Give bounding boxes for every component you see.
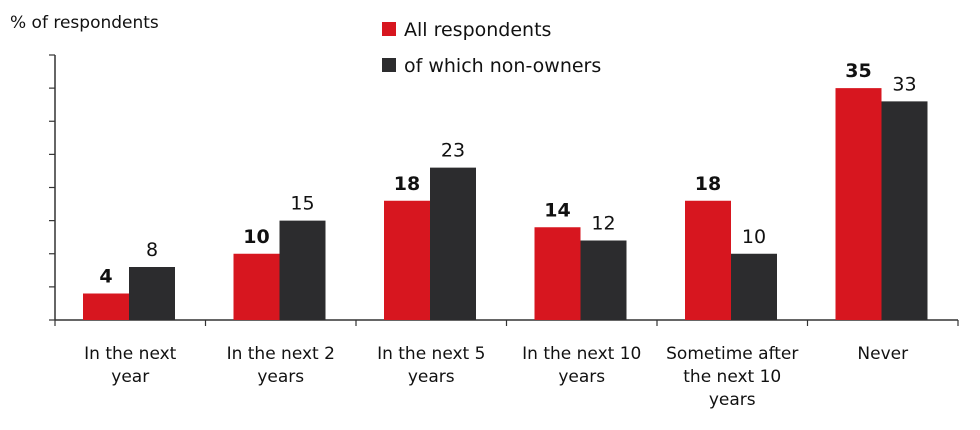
category-label-2: In the next 5 years [377, 344, 485, 387]
category-label-0: In the next year [84, 344, 176, 387]
legend-swatch-all-respondents [382, 22, 396, 36]
bar-all-respondents-0 [83, 293, 129, 320]
value-labels-group: 4 8 10 15 18 23 14 12 18 10 35 33 [99, 60, 916, 287]
value-label-of-which-non-owners-0: 8 [146, 239, 158, 261]
value-label-of-which-non-owners-1: 15 [290, 193, 314, 215]
legend-swatch-non-owners [382, 58, 396, 72]
category-label-3: In the next 10 years [522, 344, 641, 387]
bar-of-which-non-owners-2 [430, 167, 476, 320]
bar-all-respondents-2 [384, 200, 430, 320]
bar-all-respondents-5 [835, 88, 882, 320]
bar-of-which-non-owners-3 [580, 240, 627, 320]
value-label-of-which-non-owners-5: 33 [892, 73, 916, 95]
bar-of-which-non-owners-1 [279, 220, 326, 320]
legend-label-non-owners: of which non-owners [404, 55, 601, 77]
bar-all-respondents-1 [233, 253, 280, 320]
category-label-5: Never [857, 344, 908, 364]
value-label-all-respondents-1: 10 [243, 226, 269, 248]
y-axis-label: % of respondents [10, 13, 159, 33]
bar-all-respondents-4 [685, 200, 731, 320]
bars-group [83, 88, 928, 320]
value-label-of-which-non-owners-3: 12 [591, 213, 615, 235]
bar-of-which-non-owners-5 [881, 101, 928, 320]
category-label-4: Sometime after the next 10 years [666, 344, 798, 410]
value-label-all-respondents-5: 35 [845, 60, 871, 82]
category-label-1: In the next 2 years [227, 344, 335, 387]
category-labels-group: In the next year In the next 2 years In the … [84, 344, 908, 410]
value-label-of-which-non-owners-2: 23 [441, 140, 465, 162]
bar-of-which-non-owners-4 [731, 253, 777, 320]
bar-all-respondents-3 [534, 227, 581, 320]
value-label-all-respondents-3: 14 [544, 199, 570, 221]
axes-group [49, 54, 959, 326]
value-label-all-respondents-0: 4 [99, 266, 112, 288]
value-label-of-which-non-owners-4: 10 [742, 226, 766, 248]
bar-of-which-non-owners-0 [129, 267, 175, 320]
value-label-all-respondents-4: 18 [695, 173, 721, 195]
value-label-all-respondents-2: 18 [394, 173, 420, 195]
legend-label-all-respondents: All respondents [404, 19, 551, 41]
